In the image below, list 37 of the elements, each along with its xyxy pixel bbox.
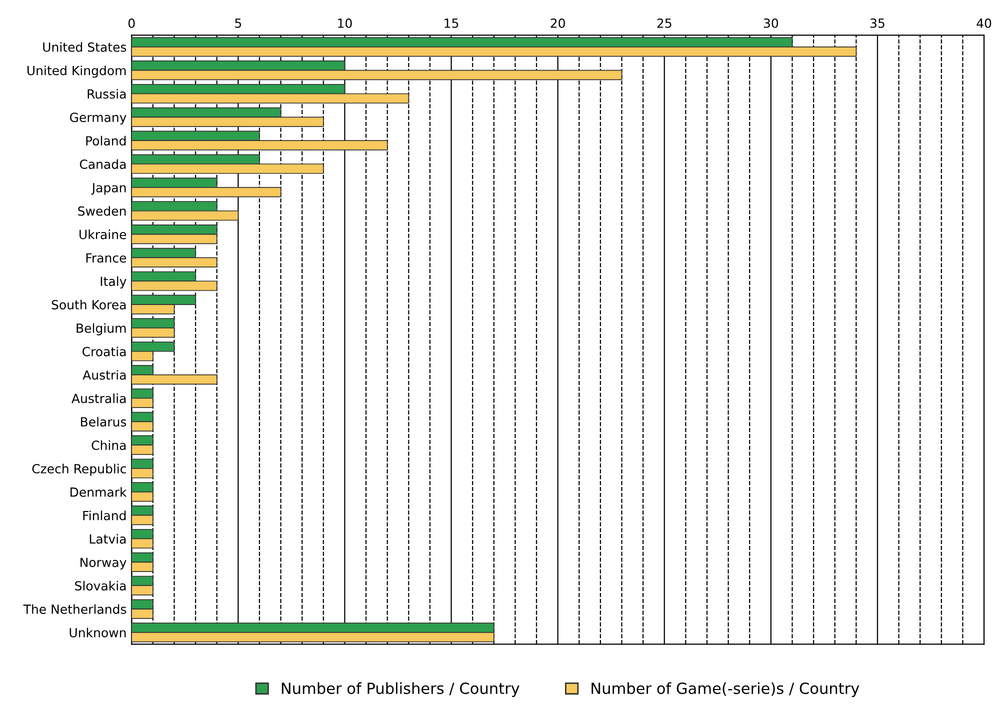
- y-tick-label: Poland: [86, 136, 126, 146]
- y-tick-label: Canada: [80, 159, 126, 169]
- y-tick-label: Japan: [91, 183, 126, 195]
- x-tick-label: 40: [976, 18, 992, 28]
- legend-label: Number of Publishers / Country: [282, 682, 520, 698]
- y-tick-label: Ukraine: [80, 230, 126, 240]
- y-tick-label: United Kingdom: [28, 66, 126, 78]
- y-tick-label: The Netherlands: [23, 604, 126, 614]
- y-tick-label: South Korea: [52, 300, 126, 310]
- y-tick-label: Norway: [80, 558, 126, 570]
- y-tick-label: Finland: [83, 510, 126, 520]
- x-tick-label: 30: [764, 18, 778, 28]
- y-tick-label: Italy: [100, 276, 126, 288]
- x-tick-label: 5: [235, 18, 242, 28]
- y-tick-label: Belarus: [80, 416, 126, 427]
- y-tick-label: Germany: [70, 112, 126, 125]
- x-tick-label: 35: [870, 18, 884, 28]
- y-tick-label: Denmark: [70, 487, 127, 497]
- x-tick-label: 15: [444, 18, 458, 28]
- y-tick-label: United States: [43, 42, 126, 52]
- y-tick-label: Australia: [72, 393, 126, 404]
- y-tick-label: China: [92, 440, 126, 450]
- x-tick-label: 25: [657, 18, 672, 28]
- y-tick-label: Slovakia: [75, 580, 126, 591]
- y-tick-label: Belgium: [76, 323, 126, 336]
- y-tick-label: Czech Republic: [32, 464, 126, 476]
- x-tick-label: 20: [550, 18, 565, 28]
- x-tick-label: 10: [338, 18, 352, 28]
- y-tick-label: Austria: [82, 370, 126, 380]
- y-tick-label: France: [86, 253, 126, 263]
- x-tick-label: 0: [128, 18, 135, 28]
- y-tick-label: Unknown: [70, 628, 126, 638]
- y-tick-label: Sweden: [78, 206, 126, 216]
- legend-label: Number of Game(-serie)s / Country: [592, 682, 860, 698]
- y-tick-label: Croatia: [82, 346, 126, 356]
- y-tick-label: Russia: [88, 89, 126, 99]
- y-tick-label: Latvia: [90, 534, 126, 544]
